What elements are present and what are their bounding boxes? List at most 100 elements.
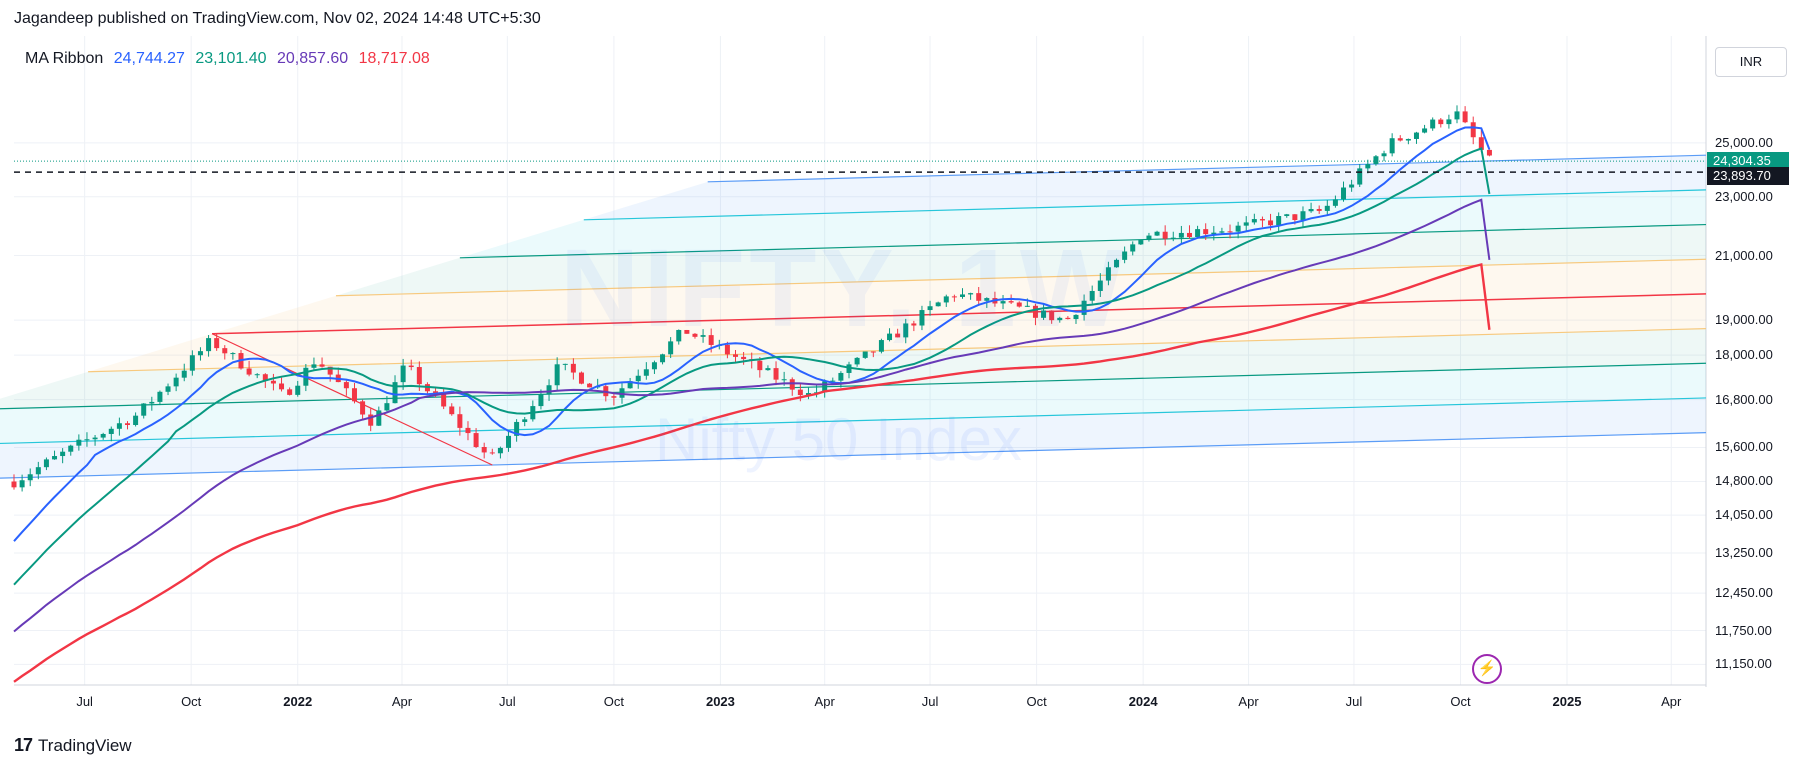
candle-body [611, 396, 617, 398]
candle-body [797, 389, 803, 396]
pitchfork-band [88, 293, 1706, 372]
candle-body [1024, 305, 1030, 307]
candle-body [1308, 209, 1314, 212]
pitchfork [0, 154, 1707, 479]
candle-body [1324, 205, 1330, 211]
candle-body [76, 439, 82, 446]
candle-body [1373, 156, 1379, 165]
candle-body [1276, 216, 1282, 226]
candle-body [1430, 119, 1436, 129]
tradingview-brand: TradingView [38, 735, 132, 755]
candle-body [35, 467, 41, 475]
pitchfork-line [707, 154, 1707, 183]
candle-body [1284, 214, 1290, 217]
tradingview-footer[interactable]: 17 TradingView [14, 735, 132, 756]
candle-body [578, 372, 584, 384]
candle-body [351, 388, 357, 402]
candle-body [1211, 232, 1217, 235]
candle-body [1016, 302, 1022, 307]
candle-body [84, 439, 90, 441]
candle-body [1146, 235, 1152, 241]
candle-body [368, 414, 374, 426]
time-tick-label: 2024 [1128, 694, 1158, 709]
candle-body [1049, 310, 1055, 321]
candle-body [1478, 137, 1484, 150]
candle-body [149, 401, 155, 404]
candle-body [878, 340, 884, 352]
pitchfork-band [0, 363, 1706, 444]
symbol-watermark: NIFTY, 1W [560, 227, 1128, 350]
price-tick-label: 23,000.00 [1715, 188, 1773, 204]
candle-body [895, 333, 901, 338]
candle-body [765, 368, 771, 371]
currency-button[interactable]: INR [1715, 47, 1787, 77]
candle-body [416, 367, 422, 385]
price-tick-label: 14,800.00 [1715, 473, 1773, 489]
candle-body [246, 368, 252, 375]
candle-body [1300, 211, 1306, 221]
candle-body [514, 421, 520, 436]
pitchfork-band [0, 397, 1706, 479]
time-tick-label: Apr [391, 694, 413, 709]
horizontal-line-price-tag: 23,893.70 [1707, 167, 1789, 186]
time-tick-label: Oct [603, 694, 625, 709]
candle-body [197, 351, 203, 356]
ma-line-4 [13, 263, 1491, 683]
tradingview-logo-icon: 17 [14, 735, 33, 755]
candle-body [1219, 231, 1225, 233]
candle-body [943, 296, 949, 303]
candle-body [360, 401, 366, 415]
legend-title: MA Ribbon [25, 50, 104, 67]
ma-ribbon-legend[interactable]: MA Ribbon 24,744.27 23,101.40 20,857.60 … [25, 50, 436, 68]
candle-body [1105, 267, 1111, 281]
candle-body [919, 310, 925, 326]
candle-body [862, 351, 868, 358]
candle-body [497, 447, 503, 454]
candle-body [692, 333, 698, 337]
candle-body [449, 406, 455, 415]
candle-body [1154, 231, 1160, 236]
candle-body [457, 414, 463, 428]
pitchfork-line [0, 362, 1707, 410]
bolt-icon[interactable]: ⚡ [1472, 654, 1502, 684]
candle-body [830, 380, 836, 382]
candle-body [506, 435, 512, 448]
candle-body [676, 329, 682, 342]
time-tick-label: Jul [921, 694, 939, 709]
candle-body [976, 293, 982, 301]
candle-body [1438, 119, 1444, 125]
candle-body [570, 363, 576, 373]
candle-body [489, 452, 495, 454]
candle-body [124, 423, 130, 425]
candle-body [684, 329, 690, 334]
time-tick-label: Jul [1345, 694, 1363, 709]
candle-body [1097, 280, 1103, 291]
candle-body [1122, 251, 1128, 260]
candle-body [279, 383, 285, 390]
pitchfork-line [0, 397, 1707, 445]
candle-body [1000, 301, 1006, 304]
candle-body [481, 447, 487, 453]
candle-body [157, 391, 163, 402]
candle-body [11, 481, 17, 488]
candle-body [1089, 290, 1095, 301]
candle-body [295, 385, 301, 395]
candle-body [887, 333, 893, 341]
candle-body [1486, 149, 1492, 156]
candle-body [838, 372, 844, 381]
candle-body [43, 459, 49, 468]
candle-body [343, 382, 349, 389]
pitchfork-line [583, 189, 1707, 221]
candle-body [1316, 209, 1322, 211]
candle-body [1065, 317, 1071, 320]
candle-body [733, 354, 739, 357]
legend-value-ma2: 23,101.40 [195, 50, 267, 67]
candle-body [19, 480, 25, 488]
time-tick-label: Jul [76, 694, 93, 709]
pitchfork-line [0, 432, 1707, 479]
candle-body [773, 368, 779, 380]
candle-body [108, 428, 114, 434]
candle-body [1178, 232, 1184, 238]
candle-body [546, 385, 552, 395]
